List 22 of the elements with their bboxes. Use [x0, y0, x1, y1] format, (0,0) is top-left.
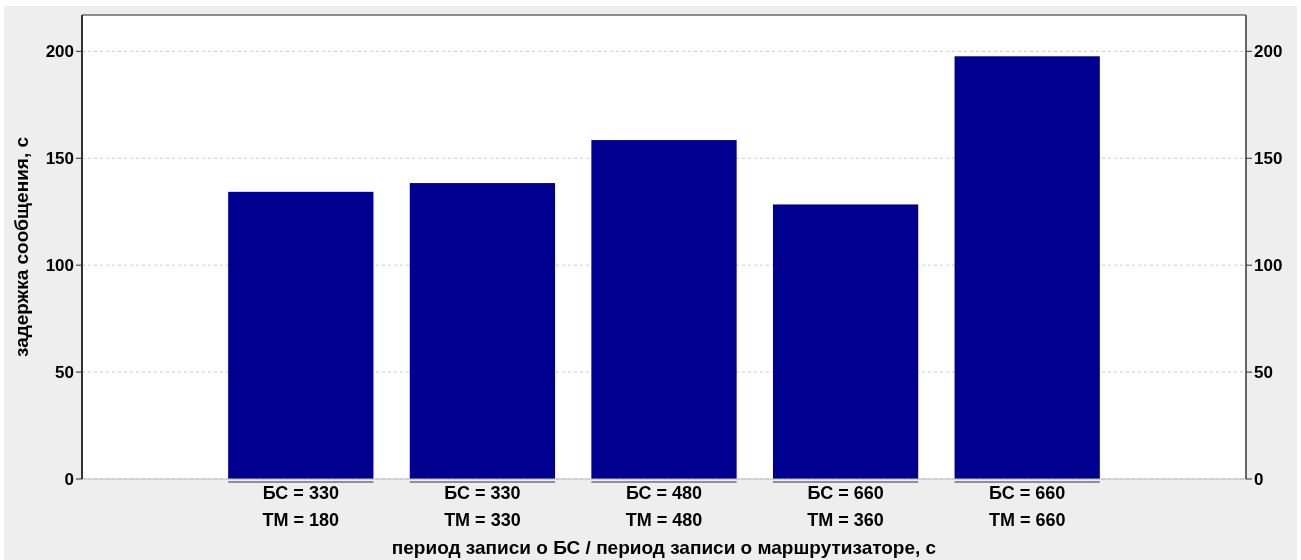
x-tick-label: БС = 330 ТМ = 330: [444, 483, 521, 530]
bar: [409, 183, 556, 479]
x-tick-label: БС = 660 ТМ = 360: [807, 483, 884, 530]
y-tick-label: 100: [45, 256, 74, 276]
bar: [591, 140, 737, 479]
y-tick-label: 0: [64, 469, 74, 489]
x-axis-title: период записи о БС / период записи о маршрутизаторе, с: [391, 537, 937, 558]
x-tick-label: БС = 480 ТМ = 480: [625, 483, 703, 530]
bar: [772, 204, 919, 479]
y2-tick-label: 0: [1254, 469, 1264, 489]
y-tick-label: 150: [45, 149, 74, 169]
x-tick-label: БС = 330 ТМ = 180: [262, 483, 340, 530]
y2-tick-label: 50: [1254, 363, 1273, 383]
bar: [228, 191, 374, 479]
bar: [954, 56, 1100, 479]
y2-tick-label: 150: [1254, 149, 1283, 169]
x-tick-label: БС = 660 ТМ = 660: [988, 483, 1066, 530]
y2-tick-label: 100: [1254, 256, 1283, 276]
y-tick-label: 200: [45, 42, 74, 62]
y2-tick-label: 200: [1254, 42, 1283, 62]
y-tick-label: 50: [55, 363, 74, 383]
y-axis-title: задержка сообщения, с: [11, 136, 32, 358]
